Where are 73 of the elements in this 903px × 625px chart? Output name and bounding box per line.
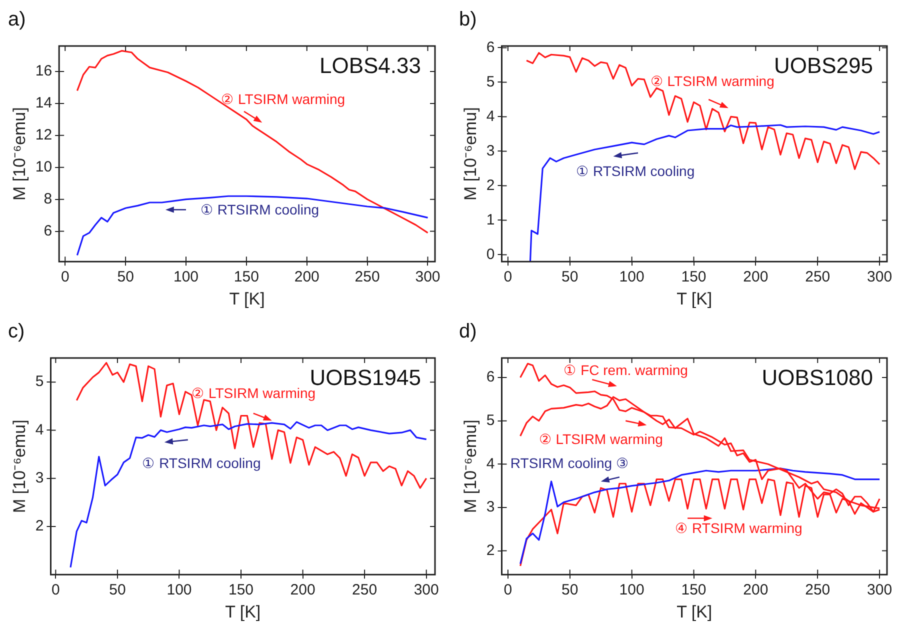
x-tick-label: 50: [562, 268, 578, 286]
y-tick-label: 6: [486, 368, 495, 386]
series-label: ② LTSIRM warming: [650, 73, 774, 90]
y-tick-label: 4: [486, 108, 495, 125]
y-tick-label: 10: [35, 158, 52, 176]
series-label: ② LTSIRM warming: [221, 91, 346, 108]
y-tick-label: 2: [486, 542, 495, 559]
y-tick-label: 5: [486, 73, 495, 90]
chart-title: b): [459, 8, 477, 31]
y-tick-label: 8: [44, 190, 52, 208]
x-tick-label: 300: [415, 268, 440, 286]
y-tick-label: 3: [35, 469, 44, 486]
x-tick-label: 100: [619, 582, 644, 599]
x-tick-label: 50: [562, 582, 578, 599]
x-tick-label: 200: [743, 582, 768, 599]
legend-label: ④ RTSIRM warming: [675, 520, 802, 536]
y-tick-label: 3: [486, 498, 495, 516]
x-tick-label: 200: [290, 582, 316, 599]
x-tick-label: 0: [504, 582, 512, 599]
x-tick-label: 150: [228, 582, 254, 599]
y-tick-label: 16: [35, 62, 52, 80]
x-axis-title: T [K]: [676, 602, 712, 622]
y-tick-label: 12: [35, 126, 52, 144]
chart-title: c): [8, 320, 25, 343]
y-tick-label: 0: [486, 246, 495, 263]
y-tick-label: 14: [35, 94, 52, 112]
y-tick-label: 4: [486, 455, 495, 472]
y-tick-label: 6: [44, 222, 52, 240]
x-tick-label: 50: [117, 268, 134, 286]
y-tick-label: 2: [486, 176, 495, 194]
x-tick-label: 50: [109, 582, 126, 599]
legend-label: ② LTSIRM warming: [538, 431, 663, 448]
x-tick-label: 100: [619, 268, 644, 286]
x-tick-label: 150: [234, 268, 259, 286]
series-label: ① RTSIRM cooling: [576, 162, 695, 179]
annotation: LOBS4.33: [319, 53, 421, 78]
x-axis-title: T [K]: [676, 289, 712, 308]
x-tick-label: 0: [504, 268, 512, 286]
x-tick-label: 300: [867, 268, 892, 286]
x-tick-label: 150: [681, 268, 706, 286]
x-axis-title: T [K]: [229, 289, 265, 308]
y-tick-label: 5: [35, 373, 44, 390]
y-tick-label: 3: [486, 142, 495, 160]
annotation: UOBS1080: [762, 365, 873, 390]
x-tick-label: 300: [867, 582, 892, 599]
x-tick-label: 200: [294, 268, 320, 286]
series-label: ① FC rem. warming: [564, 362, 688, 378]
x-tick-label: 250: [805, 582, 830, 599]
y-tick-label: 5: [486, 412, 495, 429]
x-tick-label: 250: [805, 268, 830, 286]
y-tick-label: 2: [35, 518, 44, 535]
y-tick-label: 1: [486, 211, 495, 228]
y-axis-title: M [10⁻⁶emu]: [10, 107, 29, 200]
x-tick-label: 250: [352, 582, 378, 599]
chart-title: a): [8, 8, 26, 31]
x-tick-label: 300: [414, 582, 439, 599]
series-label: ① RTSIRM cooling: [142, 454, 261, 471]
annotation: UOBS295: [774, 53, 873, 78]
y-axis-title: M [10⁻⁶emu]: [460, 420, 480, 513]
x-tick-label: 100: [166, 582, 192, 599]
x-tick-label: 250: [354, 268, 380, 286]
y-axis-title: M [10⁻⁶emu]: [10, 420, 29, 513]
x-axis-title: T [K]: [225, 602, 261, 622]
x-tick-label: 200: [743, 268, 768, 286]
y-axis-title: M [10⁻⁶emu]: [460, 107, 480, 200]
y-tick-label: 4: [35, 421, 44, 438]
y-tick-label: 6: [486, 38, 495, 56]
x-tick-label: 150: [681, 582, 706, 599]
x-tick-label: 100: [173, 268, 199, 286]
chart-title: d): [459, 320, 477, 343]
x-tick-label: 0: [60, 268, 70, 286]
series-label: ① RTSIRM cooling: [200, 201, 320, 218]
series-label: RTSIRM cooling ③: [510, 454, 629, 471]
